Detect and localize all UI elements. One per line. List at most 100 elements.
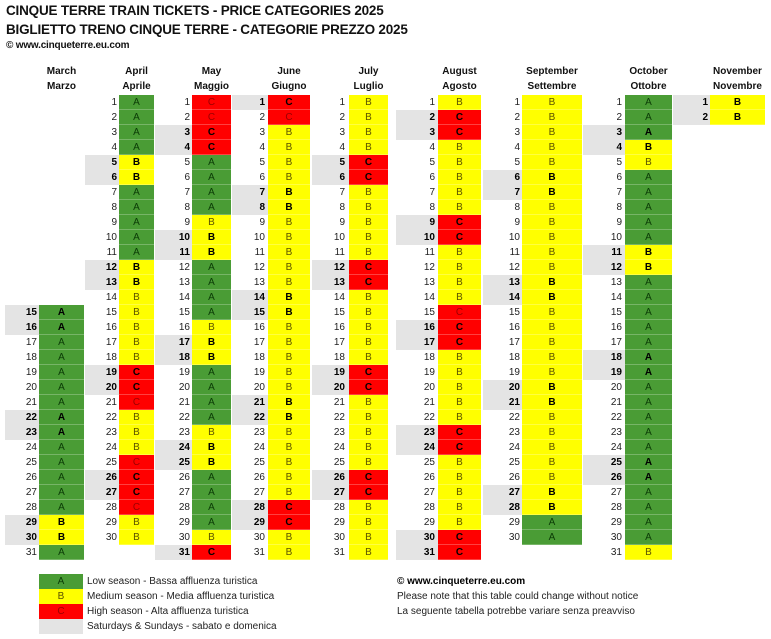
september-day-number: 13 — [508, 277, 520, 288]
september-day-category: B — [522, 410, 582, 425]
september-day-category: B — [522, 215, 582, 230]
september-day-number: 21 — [508, 397, 520, 408]
april-day-number: 10 — [105, 232, 117, 243]
june-day-number: 7 — [259, 187, 265, 198]
june-day-category: B — [268, 380, 310, 395]
september-weekend-band — [483, 185, 522, 200]
april-day-number: 28 — [105, 502, 117, 513]
october-weekend-band — [583, 260, 625, 275]
may-day-category: C — [192, 110, 231, 125]
july-weekend-band — [312, 155, 349, 170]
october-day-number: 27 — [610, 487, 622, 498]
legend-swatch-low: A — [39, 574, 83, 589]
august-day-category: B — [438, 260, 481, 275]
june-day-category: B — [268, 410, 310, 425]
legend-label-high: High season - Alta affluenza turistica — [87, 606, 249, 617]
april-day-category: B — [119, 350, 154, 365]
may-day-number: 11 — [179, 247, 190, 258]
june-day-category: B — [268, 395, 310, 410]
march-day-category: A — [39, 320, 84, 335]
august-weekend-band — [396, 230, 438, 245]
march-day-category: A — [39, 305, 84, 320]
october-day-number: 22 — [610, 412, 622, 423]
april-day-number: 6 — [111, 172, 117, 183]
may-day-number: 9 — [184, 217, 190, 228]
october-day-number: 7 — [616, 187, 622, 198]
june-day-category: B — [268, 245, 310, 260]
march-day-category: B — [39, 530, 84, 545]
july-day-category: B — [349, 545, 388, 560]
april-day-number: 12 — [105, 262, 117, 273]
june-day-number: 23 — [253, 427, 265, 438]
june-day-number: 2 — [259, 112, 265, 123]
july-day-number: 20 — [333, 382, 345, 393]
april-weekend-band — [85, 155, 119, 170]
october-day-number: 11 — [611, 247, 622, 258]
october-day-number: 30 — [610, 532, 622, 543]
august-day-category: B — [438, 395, 481, 410]
july-day-category: C — [349, 365, 388, 380]
april-day-number: 18 — [105, 352, 117, 363]
march-weekend-band — [5, 515, 39, 530]
september-day-category: B — [522, 170, 582, 185]
september-header-en: September — [526, 66, 578, 77]
october-day-category: A — [625, 95, 672, 110]
july-day-number: 24 — [333, 442, 345, 453]
june-day-category: B — [268, 155, 310, 170]
september-day-number: 22 — [508, 412, 520, 423]
may-day-category: A — [192, 515, 231, 530]
october-day-category: A — [625, 365, 672, 380]
may-day-category: B — [192, 350, 231, 365]
april-weekend-band — [85, 170, 119, 185]
title-italian: BIGLIETTO TRENO CINQUE TERRE - CATEGORIE… — [6, 22, 408, 37]
september-day-number: 7 — [514, 187, 520, 198]
may-day-number: 21 — [178, 397, 190, 408]
august-day-category: B — [438, 275, 481, 290]
april-day-number: 13 — [105, 277, 117, 288]
may-day-category: A — [192, 200, 231, 215]
june-day-category: B — [268, 545, 310, 560]
april-day-category: B — [119, 515, 154, 530]
october-day-number: 31 — [610, 547, 622, 558]
august-header-en: August — [442, 66, 477, 77]
july-day-category: B — [349, 305, 388, 320]
august-weekend-band — [396, 545, 438, 560]
june-weekend-band — [232, 290, 268, 305]
october-day-category: A — [625, 275, 672, 290]
september-day-number: 5 — [514, 157, 520, 168]
november-day-category: B — [710, 110, 765, 125]
september-day-number: 20 — [508, 382, 520, 393]
march-day-category: A — [39, 440, 84, 455]
september-weekend-band — [483, 290, 522, 305]
september-weekend-band — [483, 275, 522, 290]
may-day-number: 26 — [178, 472, 190, 483]
may-day-number: 31 — [178, 547, 190, 558]
august-weekend-band — [396, 440, 438, 455]
october-day-category: A — [625, 500, 672, 515]
may-weekend-band — [155, 455, 192, 470]
march-day-number: 15 — [25, 307, 37, 318]
september-weekend-band — [483, 395, 522, 410]
june-weekend-band — [232, 305, 268, 320]
march-day-category: A — [39, 470, 84, 485]
september-day-number: 11 — [509, 247, 520, 258]
june-day-number: 12 — [253, 262, 265, 273]
october-day-category: A — [625, 320, 672, 335]
may-weekend-band — [155, 125, 192, 140]
june-day-number: 22 — [253, 412, 265, 423]
october-day-category: A — [625, 290, 672, 305]
august-day-number: 17 — [423, 337, 435, 348]
april-day-category: A — [119, 245, 154, 260]
july-weekend-band — [312, 170, 349, 185]
may-day-category: A — [192, 260, 231, 275]
july-day-category: B — [349, 500, 388, 515]
july-day-category: B — [349, 125, 388, 140]
june-day-category: B — [268, 305, 310, 320]
october-day-number: 21 — [610, 397, 622, 408]
may-day-category: A — [192, 290, 231, 305]
august-day-number: 7 — [429, 187, 435, 198]
june-day-number: 5 — [259, 157, 265, 168]
july-day-number: 8 — [339, 202, 345, 213]
april-day-category: C — [119, 395, 154, 410]
september-day-category: B — [522, 140, 582, 155]
